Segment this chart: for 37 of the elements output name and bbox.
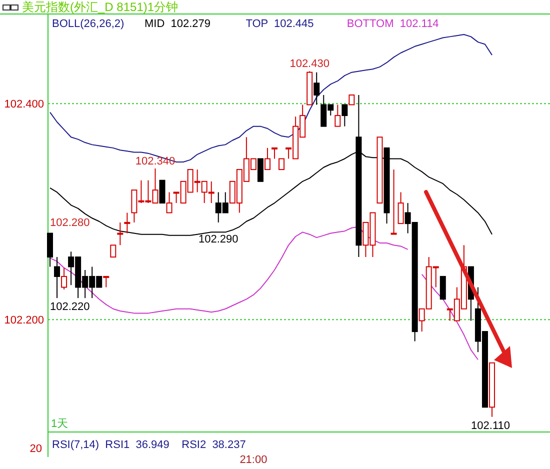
- candlestick: [334, 104, 341, 127]
- candlestick: [390, 169, 397, 235]
- candlestick: [103, 276, 110, 288]
- annotation: 102.220: [50, 301, 90, 313]
- annotation: 102.340: [135, 155, 176, 168]
- text: MID 102.279: [144, 18, 211, 30]
- candlestick: [440, 276, 446, 300]
- legend-title: BOLL(26,26,2): [52, 18, 124, 30]
- x-tick-label: 21:00: [240, 454, 268, 466]
- candlestick: [117, 222, 124, 246]
- annotation: 1天: [51, 418, 68, 430]
- candlestick: [110, 244, 116, 258]
- text: 20: [30, 443, 42, 455]
- candlestick: [272, 147, 278, 160]
- candlestick: [398, 192, 404, 224]
- candlestick: [61, 267, 68, 290]
- annotation: 102.290: [198, 233, 238, 246]
- y-tick-label: 102.200: [4, 314, 44, 327]
- candlestick: [159, 180, 166, 204]
- candlestick: [257, 158, 264, 182]
- chart-title: 美元指数(外汇_D 8151)1分钟: [22, 0, 178, 14]
- candlestick: [314, 72, 320, 106]
- candlestick: [124, 212, 130, 234]
- candlestick: [264, 147, 270, 170]
- annotation: 102.430: [290, 58, 330, 70]
- text: RSI(7,14) RSI1 36.949 RSI2 38.237: [52, 439, 246, 451]
- candlestick: [342, 104, 348, 127]
- annotation: 102.110: [471, 420, 510, 432]
- candlestick: [278, 158, 285, 170]
- y-tick-label: 102.400: [4, 98, 44, 111]
- candlestick: [47, 232, 53, 268]
- candlestick: [54, 256, 60, 299]
- text: TOP 102.445: [246, 18, 314, 30]
- text: BOTTOM 102.114: [346, 18, 439, 30]
- annotation: 102.280: [50, 217, 90, 229]
- candlestick: [348, 94, 355, 106]
- candlestick: [166, 192, 172, 214]
